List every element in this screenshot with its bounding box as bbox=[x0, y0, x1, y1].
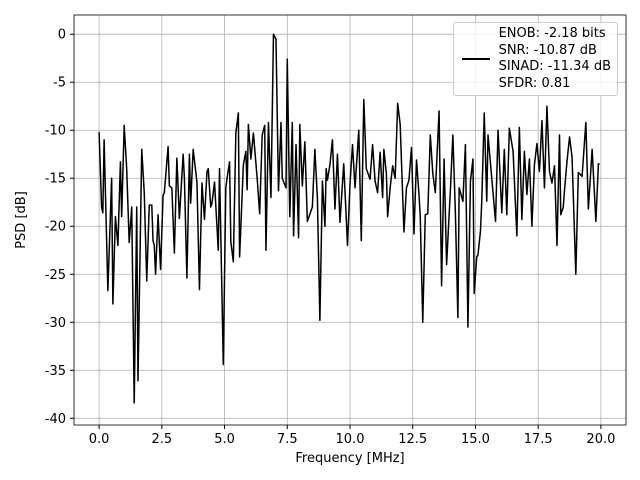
y-tick-label: -30 bbox=[45, 316, 66, 331]
y-tick-label: -5 bbox=[53, 76, 66, 91]
y-tick-label: -35 bbox=[45, 364, 66, 379]
x-tick-label: 2.5 bbox=[151, 432, 172, 447]
legend-swatch bbox=[461, 58, 490, 60]
x-tick-label: 10.0 bbox=[336, 432, 365, 447]
legend-label: ENOB: -2.18 bits SNR: -10.87 dB SINAD: -… bbox=[498, 26, 611, 91]
y-tick-label: -40 bbox=[45, 412, 66, 427]
y-tick-label: -10 bbox=[45, 124, 66, 139]
x-tick-label: 5.0 bbox=[214, 432, 235, 447]
y-tick-label: -25 bbox=[45, 268, 66, 283]
x-axis-label: Frequency [MHz] bbox=[295, 451, 404, 466]
y-tick-label: -20 bbox=[45, 220, 66, 235]
y-tick-label: -15 bbox=[45, 172, 66, 187]
x-tick-label: 0.0 bbox=[89, 432, 110, 447]
x-tick-label: 20.0 bbox=[586, 432, 615, 447]
plot-frame bbox=[73, 14, 627, 426]
legend-entry: ENOB: -2.18 bits SNR: -10.87 dB SINAD: -… bbox=[461, 26, 611, 92]
x-tick-label: 12.5 bbox=[398, 432, 427, 447]
y-axis-label: PSD [dB] bbox=[14, 191, 29, 249]
x-tick-label: 7.5 bbox=[277, 432, 298, 447]
legend: ENOB: -2.18 bits SNR: -10.87 dB SINAD: -… bbox=[452, 22, 618, 96]
data-line bbox=[98, 33, 600, 404]
y-tick-label: 0 bbox=[58, 28, 66, 43]
x-tick-label: 15.0 bbox=[461, 432, 490, 447]
x-tick-label: 17.5 bbox=[524, 432, 553, 447]
